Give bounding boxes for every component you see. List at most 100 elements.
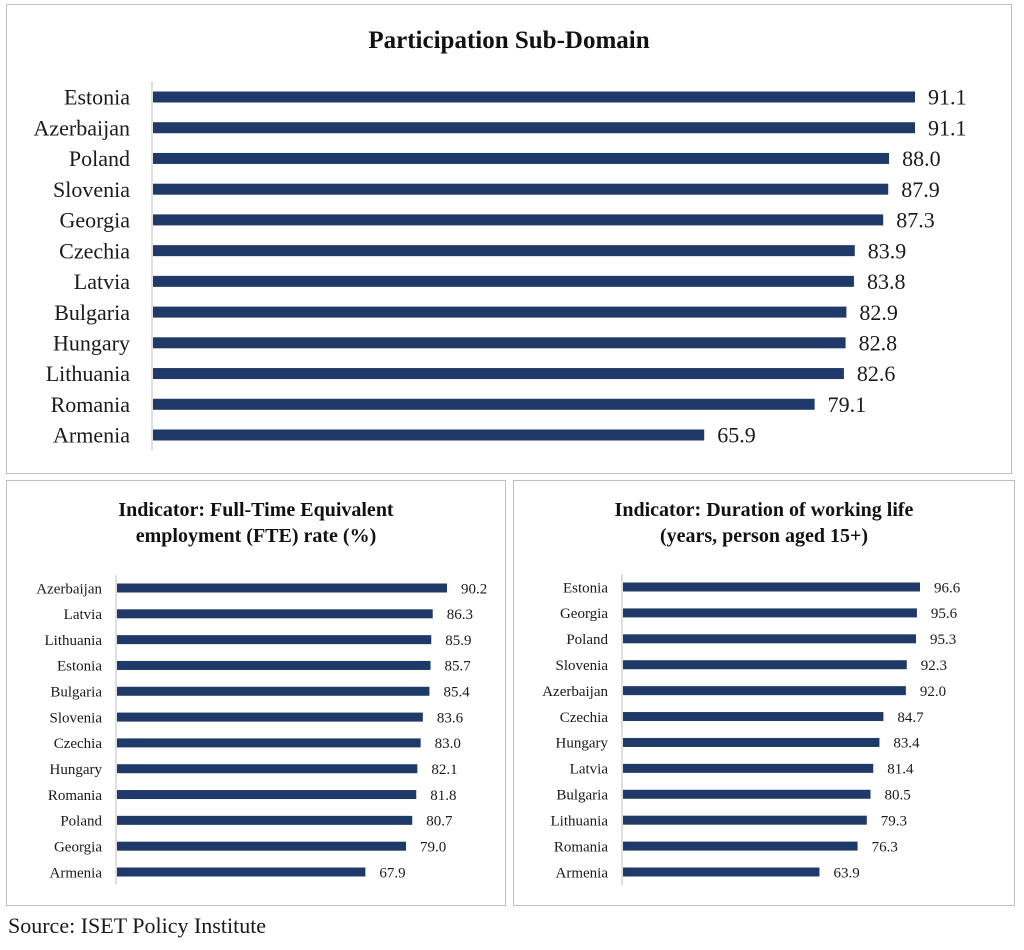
participation-category-label: Slovenia bbox=[53, 177, 130, 202]
participation-bar bbox=[153, 91, 915, 103]
fte-bar bbox=[117, 660, 431, 670]
working-life-bar bbox=[623, 763, 874, 773]
participation-value-label: 88.0 bbox=[902, 146, 941, 171]
fte-category-label: Georgia bbox=[54, 839, 102, 855]
participation-bar bbox=[153, 306, 847, 318]
fte-value-label: 86.3 bbox=[447, 607, 473, 623]
fte-category-label: Hungary bbox=[50, 762, 103, 778]
participation-value-label: 79.1 bbox=[828, 392, 867, 417]
fte-bar bbox=[117, 686, 430, 696]
participation-bar bbox=[153, 337, 846, 349]
working-life-bar bbox=[623, 737, 880, 747]
fte-value-label: 85.7 bbox=[445, 659, 472, 675]
working-life-bar bbox=[623, 712, 884, 722]
fte-bar-chart: Azerbaijan 90.2 Latvia 86.3 Lithuania 85.9 Est… bbox=[36, 575, 487, 885]
working-life-value-label: 96.6 bbox=[934, 580, 961, 596]
participation-value-label: 83.8 bbox=[867, 269, 906, 294]
participation-chart-panel: Participation Sub-Domain Estonia 91.1 Azer… bbox=[6, 4, 1012, 474]
participation-bar bbox=[153, 122, 915, 134]
fte-value-label: 80.7 bbox=[426, 814, 453, 830]
working-life-category-label: Czechia bbox=[560, 710, 609, 726]
fte-bar bbox=[117, 841, 407, 851]
fte-category-label: Slovenia bbox=[50, 710, 103, 726]
participation-value-label: 91.1 bbox=[928, 85, 967, 110]
participation-value-label: 83.9 bbox=[868, 238, 907, 263]
working-life-bar bbox=[623, 582, 920, 592]
fte-value-label: 85.9 bbox=[445, 633, 471, 649]
fte-chart-title: Indicator: Full-Time Equivalent employme… bbox=[7, 497, 505, 549]
fte-category-label: Lithuania bbox=[45, 633, 103, 649]
participation-category-label: Poland bbox=[69, 146, 130, 171]
working-life-category-label: Slovenia bbox=[556, 658, 609, 674]
working-life-value-label: 76.3 bbox=[872, 839, 898, 855]
working-life-category-label: Romania bbox=[554, 839, 608, 855]
fte-category-label: Poland bbox=[60, 814, 102, 830]
fte-value-label: 85.4 bbox=[443, 685, 470, 701]
fte-value-label: 79.0 bbox=[420, 839, 446, 855]
fte-value-label: 83.0 bbox=[435, 736, 461, 752]
working-life-category-label: Estonia bbox=[563, 580, 608, 596]
working-life-category-label: Poland bbox=[566, 632, 608, 648]
participation-category-label: Georgia bbox=[60, 208, 131, 233]
working-life-bar bbox=[623, 660, 907, 670]
participation-category-label: Hungary bbox=[53, 331, 130, 356]
participation-bar bbox=[153, 245, 855, 257]
fte-chart-panel: Indicator: Full-Time Equivalent employme… bbox=[6, 480, 506, 906]
fte-bar bbox=[117, 712, 423, 722]
working-life-value-label: 83.4 bbox=[893, 736, 920, 752]
participation-value-label: 82.8 bbox=[859, 331, 898, 356]
participation-category-label: Romania bbox=[51, 392, 131, 417]
working-life-category-label: Latvia bbox=[570, 762, 609, 778]
working-life-value-label: 92.0 bbox=[920, 684, 946, 700]
fte-category-label: Romania bbox=[48, 788, 102, 804]
participation-bar bbox=[153, 275, 854, 287]
participation-value-label: 82.9 bbox=[859, 300, 898, 325]
working-life-bar bbox=[623, 686, 906, 696]
fte-chart-title-line-2: employment (FTE) rate (%) bbox=[135, 525, 377, 547]
participation-value-label: 87.9 bbox=[901, 177, 940, 202]
working-life-chart-title-line-2: (years, person aged 15+) bbox=[659, 525, 869, 547]
participation-value-label: 87.3 bbox=[896, 208, 935, 233]
participation-category-label: Latvia bbox=[74, 269, 130, 294]
working-life-bar bbox=[623, 815, 867, 825]
participation-bar bbox=[153, 183, 889, 195]
fte-category-label: Armenia bbox=[50, 865, 103, 881]
source-note: Source: ISET Policy Institute bbox=[8, 913, 267, 938]
fte-bar bbox=[117, 738, 421, 748]
fte-category-label: Latvia bbox=[64, 607, 103, 623]
working-life-bar bbox=[623, 634, 917, 644]
working-life-value-label: 84.7 bbox=[897, 710, 924, 726]
participation-value-label: 82.6 bbox=[857, 361, 896, 386]
working-life-category-label: Armenia bbox=[556, 865, 609, 881]
working-life-value-label: 92.3 bbox=[921, 658, 947, 674]
participation-chart-title: Participation Sub-Domain bbox=[368, 27, 650, 54]
participation-value-label: 65.9 bbox=[717, 423, 756, 448]
working-life-bar bbox=[623, 608, 917, 618]
participation-category-label: Azerbaijan bbox=[34, 115, 131, 140]
fte-value-label: 67.9 bbox=[379, 865, 405, 881]
participation-bar-chart: Estonia 91.1 Azerbaijan 91.1 Poland 88.0 Slove… bbox=[34, 81, 967, 451]
fte-value-label: 82.1 bbox=[431, 762, 457, 778]
participation-category-label: Bulgaria bbox=[54, 300, 130, 325]
participation-bar bbox=[153, 398, 815, 410]
fte-value-label: 83.6 bbox=[437, 710, 464, 726]
working-life-category-label: Georgia bbox=[560, 606, 608, 622]
working-life-bar bbox=[623, 789, 871, 799]
working-life-category-label: Bulgaria bbox=[556, 788, 608, 804]
working-life-category-label: Lithuania bbox=[551, 813, 609, 829]
participation-category-label: Czechia bbox=[59, 238, 130, 263]
participation-bar bbox=[153, 429, 705, 441]
working-life-chart-title: Indicator: Duration of working life (yea… bbox=[514, 497, 1014, 549]
working-life-bar bbox=[623, 867, 820, 877]
participation-value-label: 91.1 bbox=[928, 115, 967, 140]
fte-chart-title-line-1: Indicator: Full-Time Equivalent bbox=[118, 499, 394, 521]
fte-bar bbox=[117, 583, 447, 593]
working-life-value-label: 95.6 bbox=[931, 606, 958, 622]
participation-bar bbox=[153, 368, 844, 380]
fte-bar bbox=[117, 635, 432, 645]
working-life-value-label: 63.9 bbox=[833, 865, 859, 881]
working-life-bar bbox=[623, 841, 858, 851]
fte-value-label: 81.8 bbox=[430, 788, 456, 804]
fte-category-label: Bulgaria bbox=[50, 685, 102, 701]
participation-bar bbox=[153, 152, 890, 164]
